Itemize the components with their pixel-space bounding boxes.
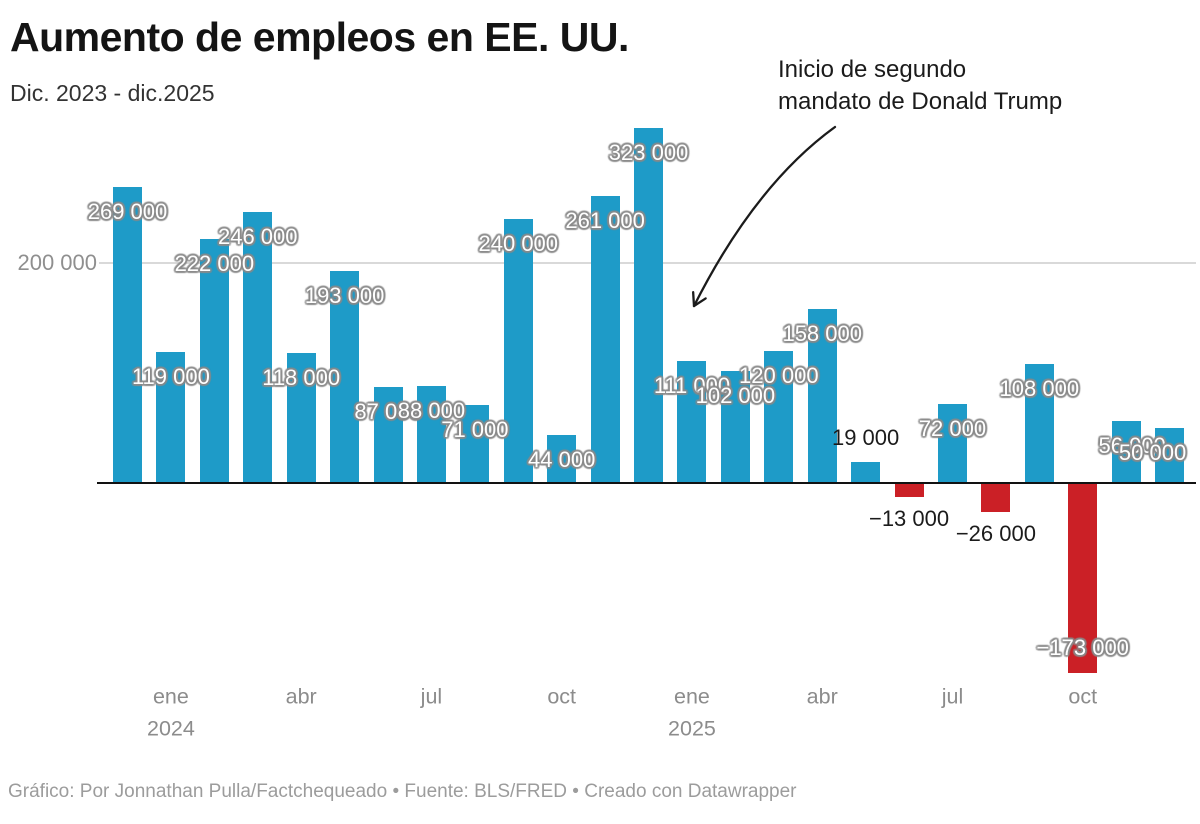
x-tick-jul: jul — [941, 684, 964, 709]
bar-may-2025[interactable] — [851, 462, 881, 483]
bar-value-label-nov-2024: 261 000 — [565, 207, 645, 233]
bar-jul-2024[interactable] — [416, 386, 446, 483]
bar-value-label-jun-2024: 87 000 — [354, 399, 422, 425]
bar-mar-2024[interactable] — [243, 212, 273, 483]
bar-nov-2025[interactable] — [1111, 421, 1141, 483]
chart-subtitle: Dic. 2023 - dic.2025 — [10, 80, 215, 106]
bar-oct-2024[interactable] — [547, 434, 577, 483]
bar-sep-2024[interactable] — [503, 219, 533, 483]
x-tick-abr: abr — [806, 684, 838, 709]
bar-value-label-mar-2024: 246 000 — [217, 224, 298, 250]
bar-value-label-abr-2025: 158 000 — [782, 321, 862, 347]
bar-value-label-dic-2023: 269 000 — [87, 199, 168, 225]
annotation-line-2: mandato de Donald Trump — [778, 88, 1063, 115]
bar-value-label-ago-2024: 71 000 — [441, 416, 509, 442]
bar-value-label-ene-2024: 119 000 — [131, 364, 210, 390]
bar-abr-2025[interactable] — [807, 309, 837, 483]
bar-value-label-sep-2025: 108 000 — [999, 376, 1080, 402]
bar-value-label-oct-2025: −173 000 — [1036, 635, 1129, 661]
x-tick-year-2024: 2024 — [146, 716, 195, 741]
x-tick-oct: oct — [547, 684, 577, 709]
bar-abr-2024[interactable] — [286, 353, 316, 483]
bar-value-label-dic-2024: 323 000 — [608, 139, 689, 165]
bar-nov-2024[interactable] — [590, 195, 620, 483]
x-tick-jul: jul — [420, 684, 443, 709]
annotation-line-1: Inicio de segundo — [778, 56, 967, 83]
bar-ene-2024[interactable] — [156, 352, 186, 483]
bar-jun-2024[interactable] — [373, 387, 403, 483]
bar-jul-2025[interactable] — [937, 403, 967, 483]
x-tick-ene-2025: ene — [674, 684, 710, 709]
page-title: Aumento de empleos en EE. UU. — [10, 14, 629, 60]
bar-value-label-nov-2025: 56 000 — [1098, 433, 1166, 459]
bar-feb-2025[interactable] — [720, 370, 750, 483]
bar-value-label-jun-2025: −13 000 — [868, 506, 950, 532]
y-axis-gridline-label: 200 000 — [17, 250, 97, 275]
bar-value-label-abr-2024: 118 000 — [262, 365, 341, 391]
bar-value-label-mar-2025: 120 000 — [739, 363, 819, 388]
bar-sep-2025[interactable] — [1024, 364, 1054, 483]
bar-dic-2024[interactable] — [634, 127, 664, 483]
bar-value-label-dic-2025: 50 000 — [1118, 440, 1187, 465]
bar-mar-2025[interactable] — [764, 351, 794, 483]
bar-may-2024[interactable] — [330, 270, 360, 483]
bar-ago-2024[interactable] — [460, 404, 490, 483]
bar-value-label-sep-2024: 240 000 — [478, 231, 559, 256]
bar-value-label-feb-2024: 222 000 — [174, 250, 255, 276]
footer-credit: Gráfico: Por Jonnathan Pulla/Factchequea… — [8, 781, 797, 802]
bar-value-label-ene-2025: 111 000 — [653, 372, 731, 398]
bar-oct-2025[interactable] — [1068, 483, 1098, 674]
annotation-trump-mandate: Inicio de segundo mandato de Donald Trum… — [778, 54, 1062, 118]
bar-value-label-ago-2025: −26 000 — [955, 520, 1036, 546]
x-tick-abr: abr — [285, 684, 317, 709]
bar-feb-2024[interactable] — [199, 238, 229, 483]
bar-ago-2025[interactable] — [981, 483, 1011, 512]
bar-value-label-feb-2025: 102 000 — [695, 382, 776, 408]
bar-value-label-jul-2025: 72 000 — [918, 415, 987, 441]
bar-value-label-may-2025: 19 000 — [831, 425, 900, 451]
x-tick-ene-2024: ene — [152, 684, 189, 709]
x-axis-baseline — [97, 481, 1196, 485]
annotation-arrow-path — [692, 125, 837, 308]
bar-dic-2025[interactable] — [1155, 428, 1185, 483]
bar-value-label-jul-2024: 88 000 — [397, 398, 466, 424]
bar-value-label-may-2024: 193 000 — [304, 282, 385, 308]
bar-ene-2025[interactable] — [677, 360, 707, 483]
x-tick-oct: oct — [1068, 684, 1098, 709]
x-tick-year-2025: 2025 — [668, 716, 716, 741]
bar-value-label-oct-2024: 44 000 — [528, 446, 596, 472]
bar-jun-2025[interactable] — [894, 483, 924, 498]
bar-dic-2023[interactable] — [113, 187, 142, 483]
